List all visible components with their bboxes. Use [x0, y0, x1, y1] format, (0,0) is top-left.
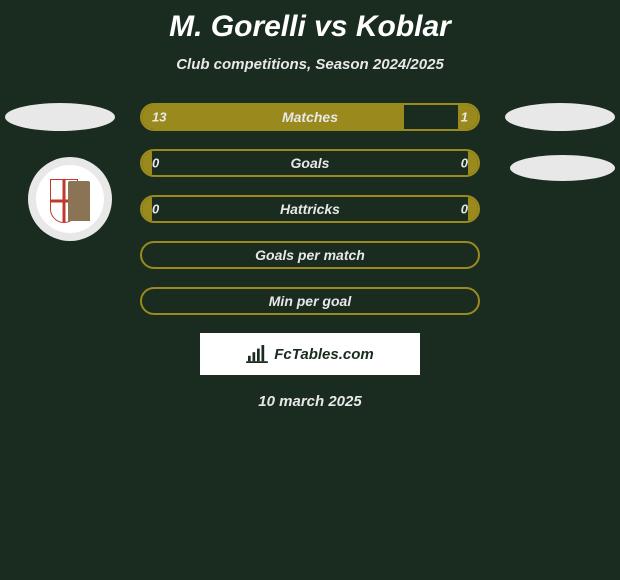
bar-label: Goals — [142, 155, 478, 171]
bar-value-right: 0 — [461, 202, 468, 217]
player-right-placeholder — [505, 103, 615, 131]
bar-value-right: 1 — [461, 110, 468, 125]
bar-label: Hattricks — [142, 201, 478, 217]
bar-row-min-per-goal: Min per goal — [140, 287, 480, 315]
bar-row-goals-per-match: Goals per match — [140, 241, 480, 269]
subtitle: Club competitions, Season 2024/2025 — [0, 56, 620, 73]
club-badge — [28, 157, 112, 241]
player-left-placeholder — [5, 103, 115, 131]
player-right-placeholder-2 — [510, 155, 615, 181]
bar-row-hattricks: 0 Hattricks 0 — [140, 195, 480, 223]
bar-label: Goals per match — [142, 247, 478, 263]
date-label: 10 march 2025 — [140, 393, 480, 410]
bar-chart-icon — [246, 345, 268, 363]
bar-row-goals: 0 Goals 0 — [140, 149, 480, 177]
bar-value-right: 0 — [461, 156, 468, 171]
bar-row-matches: 13 Matches 1 — [140, 103, 480, 131]
brand-text: FcTables.com — [274, 346, 373, 363]
page-title: M. Gorelli vs Koblar — [0, 0, 620, 44]
stat-bars: 13 Matches 1 0 Goals 0 0 Hattricks 0 Goa… — [140, 103, 480, 410]
bar-label: Min per goal — [142, 293, 478, 309]
tower-icon — [68, 181, 90, 221]
club-badge-inner — [36, 165, 104, 233]
bar-label: Matches — [142, 109, 478, 125]
brand-box[interactable]: FcTables.com — [200, 333, 420, 375]
